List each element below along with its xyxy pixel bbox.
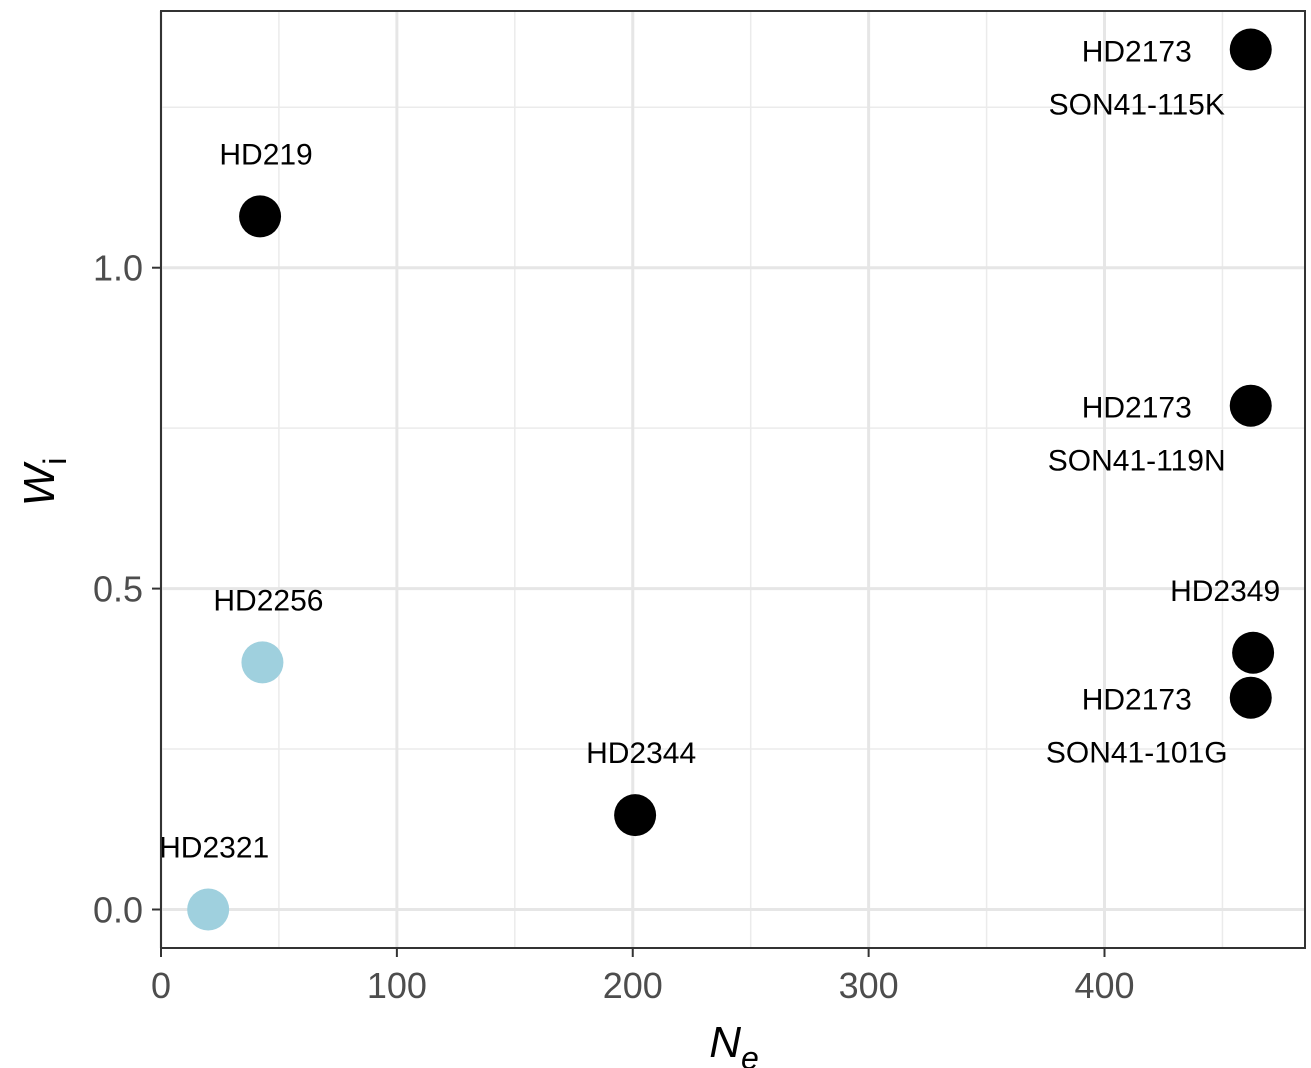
data-point <box>1229 384 1272 427</box>
x-tick-label: 300 <box>839 965 899 1006</box>
data-point <box>614 794 657 837</box>
plot-background <box>161 11 1305 948</box>
x-tick-label: 100 <box>367 965 427 1006</box>
point-label: SON41-101G <box>1046 737 1228 770</box>
data-point <box>241 641 284 684</box>
y-axis-title: Wi <box>15 458 73 507</box>
x-axis-title-main: N <box>709 1018 741 1067</box>
point-label: HD2321 <box>159 831 269 864</box>
data-point <box>187 888 230 931</box>
x-tick-label: 200 <box>603 965 663 1006</box>
point-label: HD2173 <box>1082 36 1192 69</box>
x-tick-label: 400 <box>1074 965 1134 1006</box>
y-axis-title-sub: i <box>37 458 73 465</box>
data-point <box>1232 631 1275 674</box>
x-axis-title: Ne <box>709 1018 759 1068</box>
point-label: HD2349 <box>1170 575 1280 608</box>
points-layer <box>187 28 1275 931</box>
x-axis: 0 100 200 300 400 <box>151 948 1135 1006</box>
point-label: SON41-115K <box>1049 89 1225 122</box>
point-label: HD2173 <box>1082 684 1192 717</box>
plot-border <box>160 10 1306 949</box>
y-tick-label: 0.0 <box>93 889 143 930</box>
point-label: SON41-119N <box>1048 445 1226 478</box>
grid-minor <box>161 11 1305 948</box>
labels-layer: HD2173 SON41-115K HD219 HD2173 SON41-119N HD2… <box>159 36 1280 865</box>
point-label: HD2256 <box>213 584 323 617</box>
x-tick-label: 0 <box>151 965 171 1006</box>
data-point <box>1229 676 1272 719</box>
x-axis-title-sub: e <box>741 1040 759 1068</box>
point-label: HD2344 <box>586 737 696 770</box>
point-label: HD2173 <box>1082 392 1192 425</box>
grid-major <box>159 11 1305 948</box>
y-tick-label: 1.0 <box>93 248 143 289</box>
y-axis: 0.0 0.5 1.0 <box>93 248 161 930</box>
point-label: HD219 <box>219 138 312 171</box>
data-point <box>239 195 282 238</box>
y-tick-label: 0.5 <box>93 569 143 610</box>
y-axis-title-main: W <box>15 461 64 506</box>
data-point <box>1229 28 1272 71</box>
